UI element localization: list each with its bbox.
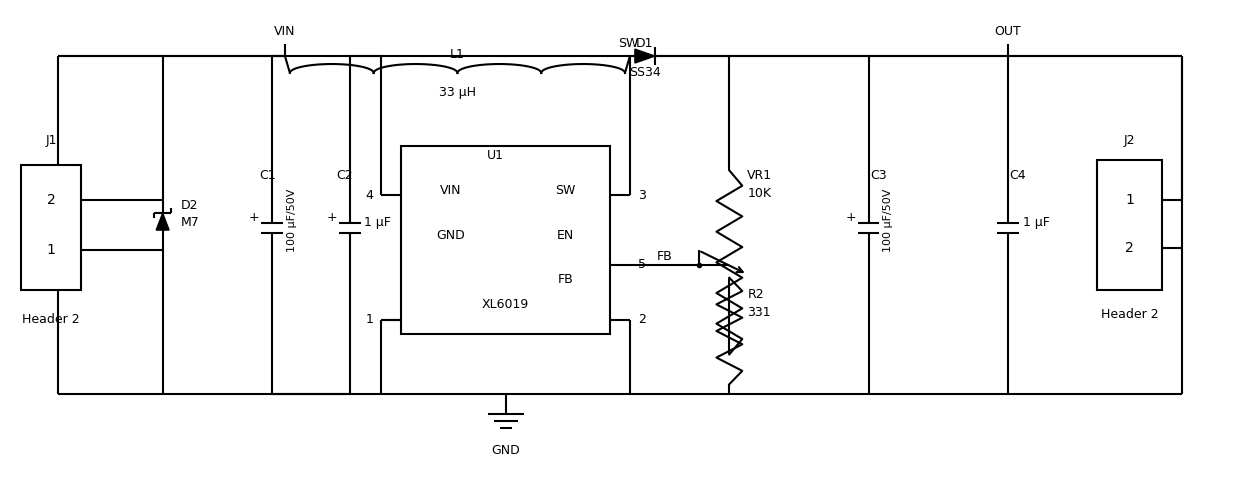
Text: C3: C3 (871, 169, 887, 182)
Text: Header 2: Header 2 (22, 313, 81, 326)
Text: VIN: VIN (274, 25, 296, 38)
Text: 2: 2 (47, 193, 56, 207)
Text: +: + (845, 211, 856, 224)
Text: D2: D2 (181, 199, 198, 212)
Text: 331: 331 (747, 306, 771, 319)
Text: FB: FB (558, 273, 574, 286)
Bar (21, 165, 81, 290)
Text: J1: J1 (46, 134, 57, 147)
Text: EN: EN (556, 228, 574, 241)
Text: SS34: SS34 (629, 67, 660, 80)
Text: 10K: 10K (747, 187, 771, 200)
Bar (1098, 161, 1162, 290)
Polygon shape (634, 49, 654, 63)
Text: OUT: OUT (995, 25, 1021, 38)
Text: GND: GND (492, 444, 520, 457)
Text: 1: 1 (366, 313, 373, 326)
Text: 100 μF/50V: 100 μF/50V (883, 188, 893, 252)
Text: XL6019: XL6019 (482, 298, 529, 311)
Text: 4: 4 (366, 189, 373, 202)
Polygon shape (156, 213, 169, 230)
Text: 1 μF: 1 μF (364, 215, 392, 228)
Text: SW: SW (618, 37, 638, 50)
Text: FB: FB (657, 251, 673, 263)
Text: R2: R2 (747, 288, 764, 301)
Text: C1: C1 (259, 169, 276, 182)
Text: VR1: VR1 (747, 169, 772, 182)
Text: 1: 1 (47, 243, 56, 257)
Text: VIN: VIN (440, 184, 462, 197)
Text: M7: M7 (181, 215, 199, 228)
Text: J2: J2 (1124, 134, 1135, 147)
Text: SW: SW (555, 184, 575, 197)
Text: D1: D1 (636, 37, 654, 50)
Text: 5: 5 (638, 258, 646, 271)
Text: L1: L1 (450, 48, 465, 61)
Text: C2: C2 (337, 169, 353, 182)
Text: 100 μF/50V: 100 μF/50V (287, 188, 297, 252)
Text: +: + (249, 211, 259, 224)
Text: U1: U1 (487, 149, 504, 162)
Text: 33 μH: 33 μH (439, 86, 476, 99)
Text: 1 μF: 1 μF (1022, 215, 1049, 228)
Text: 3: 3 (638, 189, 646, 202)
Text: 2: 2 (1125, 241, 1134, 255)
Text: Header 2: Header 2 (1100, 308, 1158, 321)
Text: 1: 1 (1125, 193, 1134, 207)
Text: +: + (326, 211, 337, 224)
Text: GND: GND (436, 228, 466, 241)
Bar (401, 146, 610, 335)
Text: C4: C4 (1010, 169, 1026, 182)
Text: 2: 2 (638, 313, 646, 326)
